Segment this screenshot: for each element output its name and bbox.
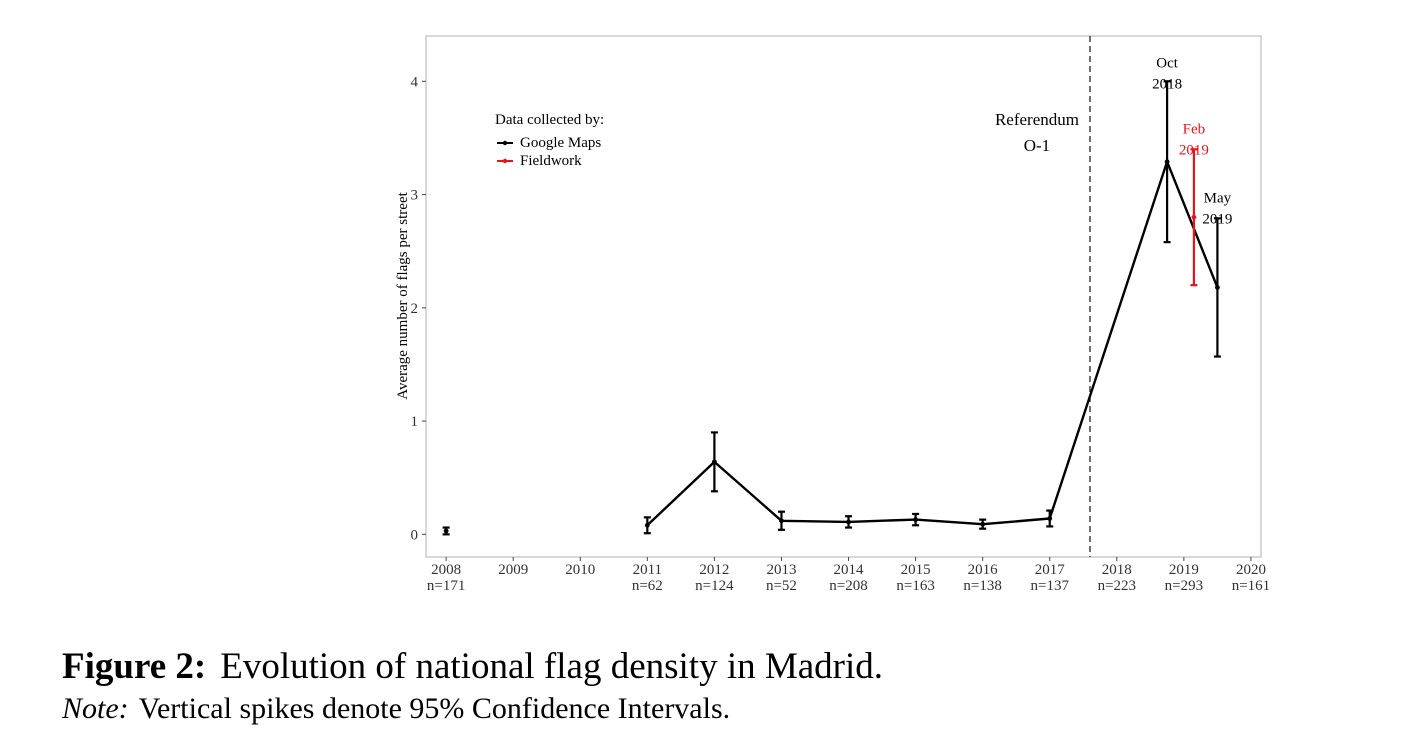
legend-google-maps-marker (502, 140, 508, 146)
annotation-2-line-1: 2019 (1202, 211, 1232, 227)
x-tick-year-2015: 2015 (901, 562, 931, 578)
annotation-1-line-1: 2019 (1179, 142, 1209, 158)
series-layer (442, 80, 1221, 536)
y-tick-label-0: 0 (411, 527, 419, 543)
data-point-google-maps-1-0 (644, 522, 650, 528)
referendum-label-1: O-1 (1024, 136, 1050, 155)
data-point-google-maps-1-8 (1215, 285, 1220, 290)
figure-caption-text: Evolution of national flag density in Ma… (220, 646, 884, 687)
x-tick-n-2015: n=163 (896, 578, 934, 594)
legend-title: Data collected by: (495, 112, 604, 128)
x-tick-year-2009: 2009 (498, 562, 528, 578)
x-tick-year-2011: 2011 (633, 562, 662, 578)
x-tick-n-2016: n=138 (963, 578, 1001, 594)
x-tick-n-2014: n=208 (829, 578, 867, 594)
data-point-google-maps-1-3 (846, 519, 851, 525)
annotation-2-line-0: May (1204, 190, 1232, 206)
data-point-google-maps-1-6 (1047, 516, 1053, 521)
x-tick-n-2018: n=223 (1098, 578, 1136, 594)
y-axis: 0 1 2 3 4 (411, 74, 426, 543)
figure-caption: Figure 2: Evolution of national flag dens… (62, 644, 883, 690)
data-point-google-maps-1-5 (980, 521, 986, 527)
plot-panel (425, 35, 1262, 558)
x-tick-n-2017: n=137 (1031, 578, 1070, 594)
figure-caption-label: Figure 2: (62, 646, 207, 687)
y-tick-label-1: 1 (411, 414, 419, 430)
x-tick-year-2008: 2008 (431, 562, 461, 578)
referendum-marker: Referendum O-1 (995, 36, 1091, 557)
x-tick-year-2020: 2020 (1236, 562, 1266, 578)
legend: Data collected by: Google Maps Fieldwork (495, 112, 604, 169)
annotation-0-line-0: Oct (1156, 56, 1178, 72)
figure-note-text: Vertical spikes denote 95% Confidence In… (138, 692, 731, 725)
x-tick-year-2018: 2018 (1102, 562, 1132, 578)
x-tick-n-2013: n=52 (766, 578, 797, 594)
data-point-google-maps-1-4 (913, 517, 918, 523)
x-tick-year-2014: 2014 (834, 562, 865, 578)
x-tick-n-2008: n=171 (427, 578, 465, 594)
data-point-fieldwork-2-0 (1191, 214, 1197, 220)
data-point-google-maps-1-1 (711, 459, 717, 465)
y-tick-label-4: 4 (411, 74, 419, 90)
y-tick-label-2: 2 (411, 301, 419, 317)
x-tick-year-2017: 2017 (1035, 562, 1066, 578)
annotation-layer: Oct 2018 Feb 2019 May 2019 (1152, 56, 1232, 228)
x-tick-n-2012: n=124 (695, 578, 734, 594)
figure-note-label: Note: (62, 692, 129, 725)
data-point-google-maps-1-2 (779, 518, 784, 524)
y-tick-label-3: 3 (411, 188, 419, 204)
x-tick-year-2019: 2019 (1169, 562, 1199, 578)
legend-fieldwork-marker (502, 158, 508, 164)
x-tick-n-2011: n=62 (632, 578, 663, 594)
x-tick-year-2010: 2010 (565, 562, 595, 578)
data-point-google-maps-1-7 (1164, 159, 1170, 165)
referendum-label-0: Referendum (995, 110, 1079, 129)
x-tick-n-2019: n=293 (1165, 578, 1203, 594)
annotation-1-line-0: Feb (1183, 121, 1206, 137)
legend-fieldwork-label: Fieldwork (520, 153, 582, 169)
x-tick-year-2016: 2016 (968, 562, 999, 578)
x-tick-year-2013: 2013 (766, 562, 796, 578)
x-tick-n-2020: n=161 (1232, 578, 1270, 594)
y-axis-label: Average number of flags per street (395, 191, 411, 399)
data-point-google-maps-0-0 (443, 528, 449, 534)
x-tick-year-2012: 2012 (699, 562, 729, 578)
series-line-google-maps-1 (646, 160, 1219, 527)
annotation-0-line-1: 2018 (1152, 77, 1182, 93)
legend-google-maps-label: Google Maps (520, 135, 601, 151)
figure-note: Note: Vertical spikes denote 95% Confiden… (62, 690, 730, 728)
